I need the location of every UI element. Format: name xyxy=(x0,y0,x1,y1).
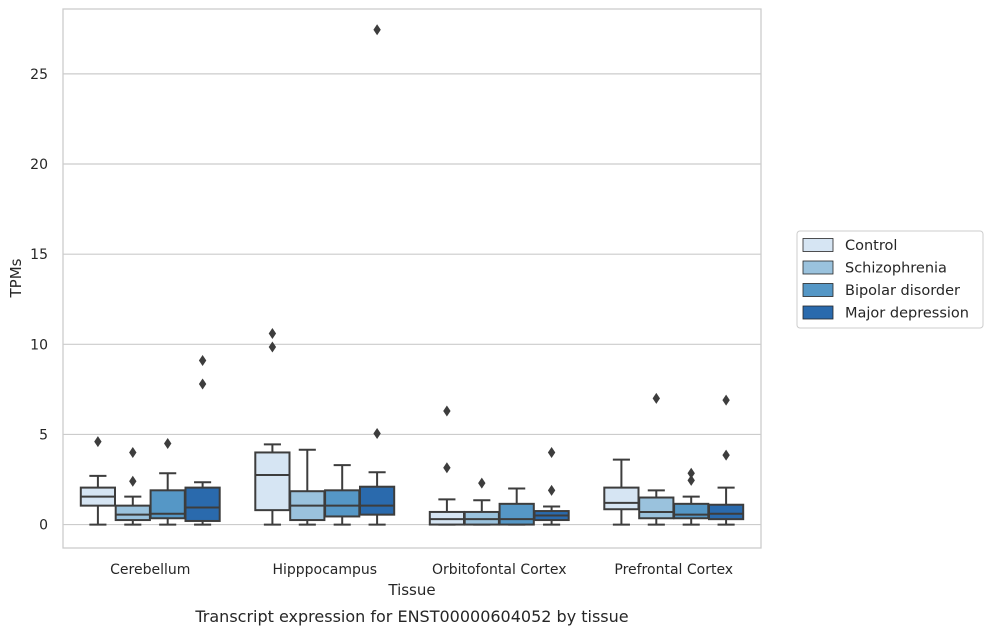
y-tick-labels: 0 5 10 15 20 25 xyxy=(30,67,48,534)
x-tick-label: Orbitofontal Cortex xyxy=(432,562,567,578)
outlier-point xyxy=(129,475,137,487)
y-gridlines xyxy=(63,73,761,526)
outlier-point xyxy=(268,341,277,353)
y-axis-label: TPMs xyxy=(7,258,25,298)
y-tick-label: 0 xyxy=(39,518,48,534)
legend-label: Bipolar disorder xyxy=(845,283,960,299)
plot-frame xyxy=(62,8,762,549)
box xyxy=(149,437,186,526)
box xyxy=(498,487,535,526)
chart-caption: Transcript expression for ENST0000060405… xyxy=(194,607,628,626)
outlier-point xyxy=(722,449,730,461)
x-axis-label: Tissue xyxy=(387,581,435,599)
box-body xyxy=(603,486,640,511)
box xyxy=(533,446,570,526)
box xyxy=(184,355,221,526)
box-body xyxy=(673,502,710,520)
box xyxy=(324,464,361,526)
outlier-point xyxy=(373,24,381,36)
outlier-point xyxy=(198,378,207,390)
box xyxy=(79,436,117,526)
outlier-point xyxy=(687,467,695,479)
box-body xyxy=(498,502,535,526)
box xyxy=(428,405,466,526)
outlier-point xyxy=(547,484,556,496)
box-body xyxy=(638,496,675,520)
y-tick-label: 10 xyxy=(30,337,48,353)
outlier-point xyxy=(198,355,207,367)
y-tick-label: 20 xyxy=(30,157,48,173)
box xyxy=(254,327,291,526)
legend-swatch xyxy=(802,305,834,320)
outlier-point xyxy=(547,446,556,458)
box-body xyxy=(254,451,291,512)
x-tick-label: Cerebellum xyxy=(110,562,190,578)
plot-area xyxy=(63,9,761,548)
outlier-point xyxy=(268,327,277,339)
legend-swatch xyxy=(802,260,834,275)
y-tick-label: 25 xyxy=(30,67,48,83)
x-tick-label: Prefrontal Cortex xyxy=(614,562,733,578)
outlier-point xyxy=(443,462,451,474)
box-body xyxy=(184,486,221,522)
box xyxy=(358,24,396,526)
x-tick-label: Hipppocampus xyxy=(272,562,377,578)
box-body xyxy=(324,489,361,518)
box xyxy=(707,394,745,526)
legend-label: Schizophrenia xyxy=(845,261,947,277)
y-tick-label: 15 xyxy=(30,247,48,263)
outlier-point xyxy=(129,446,137,458)
y-tick-label: 5 xyxy=(39,427,48,443)
box xyxy=(463,477,500,526)
outlier-point xyxy=(443,405,451,417)
legend-swatch xyxy=(802,283,834,297)
outlier-point xyxy=(687,474,695,486)
outlier-point xyxy=(652,392,660,404)
outlier-point xyxy=(373,428,381,440)
box-body xyxy=(707,503,745,521)
legend-frame xyxy=(796,230,984,329)
outlier-point xyxy=(94,436,102,448)
outlier-point xyxy=(722,394,730,406)
legend-label: Major depression xyxy=(845,306,969,322)
outlier-point xyxy=(164,437,172,449)
x-tick-labels: Cerebellum Hipppocampus Orbitofontal Corte… xyxy=(110,562,733,578)
legend-swatch xyxy=(802,238,834,252)
box xyxy=(603,458,640,526)
legend-label: Control xyxy=(845,238,897,254)
box-groups xyxy=(79,24,745,526)
box-body xyxy=(358,485,396,516)
outlier-point xyxy=(478,477,486,489)
box xyxy=(638,392,675,526)
legend-items: Control Schizophrenia Bipolar disorder Majo… xyxy=(802,238,969,322)
legend: Control Schizophrenia Bipolar disorder Majo… xyxy=(796,230,984,329)
box-body xyxy=(114,504,151,522)
